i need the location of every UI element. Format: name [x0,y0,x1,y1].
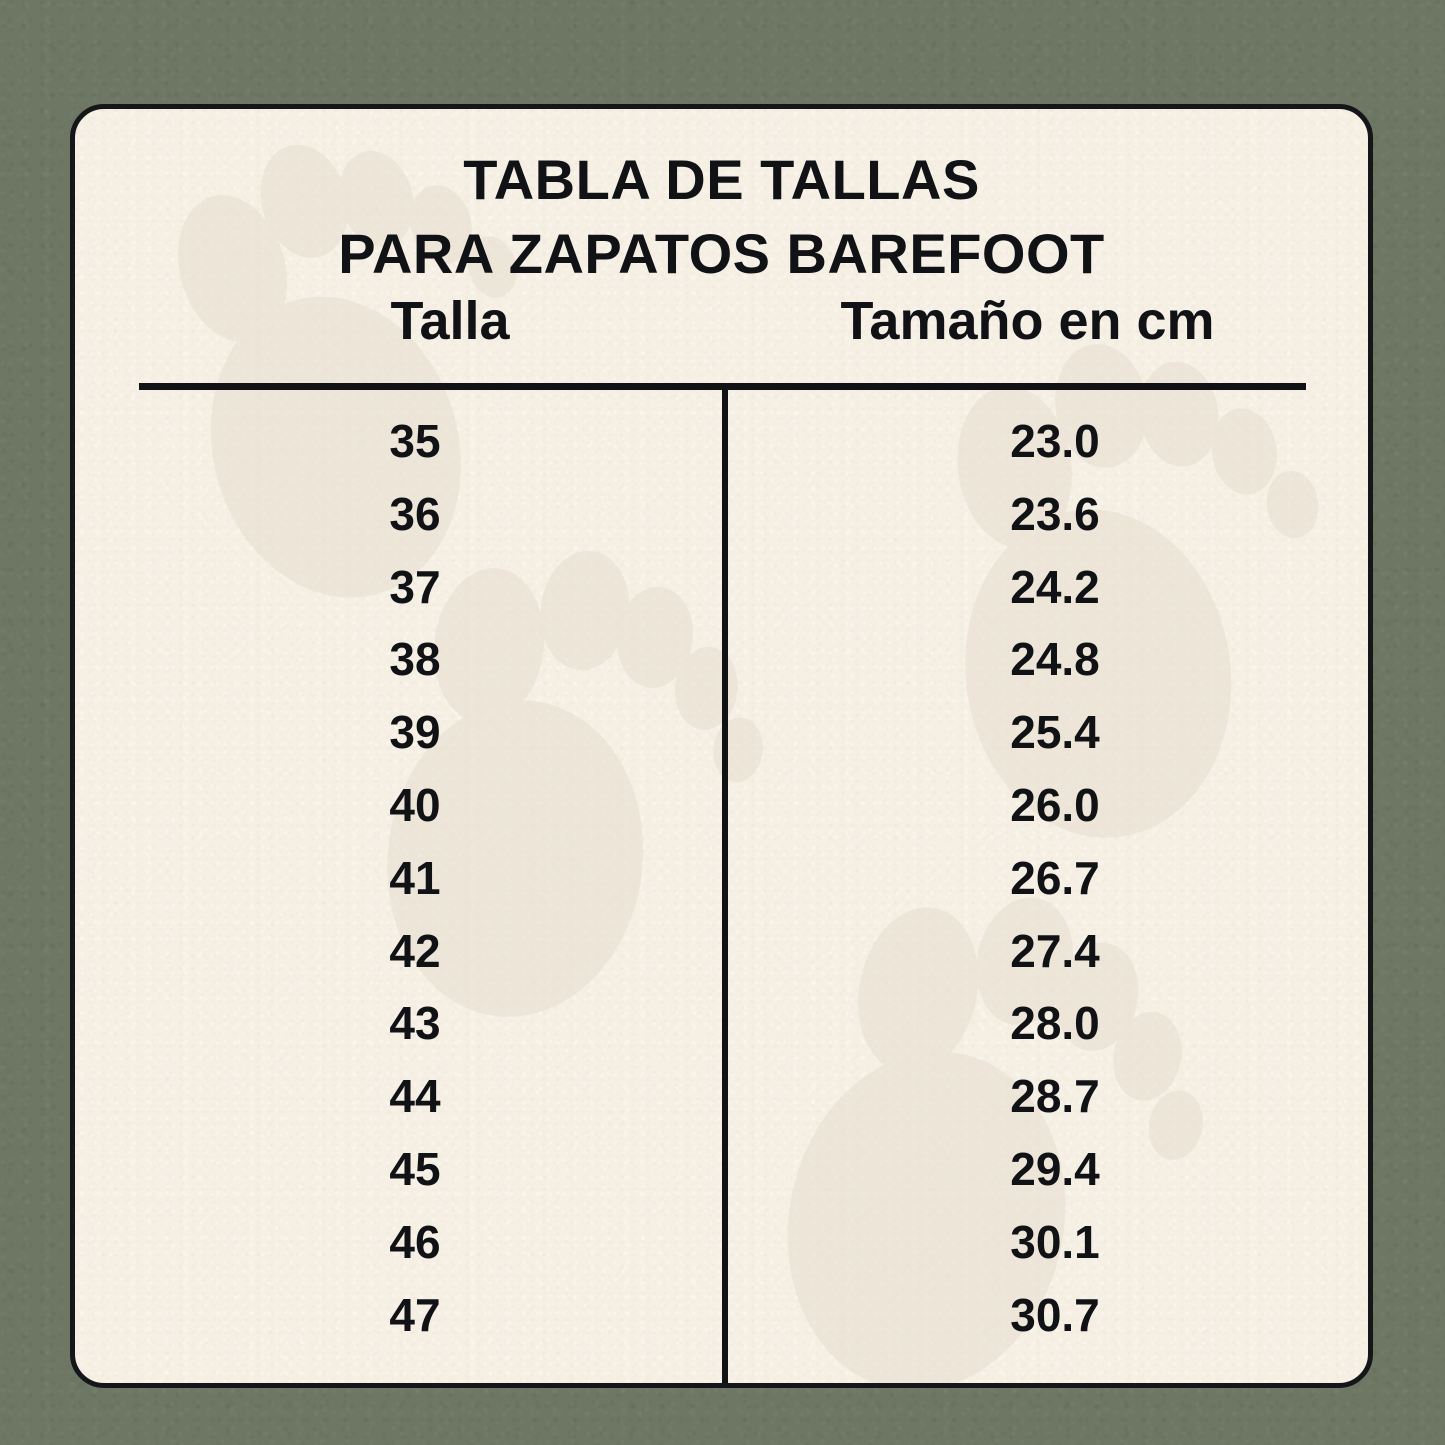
cell-cm: 23.6 [1010,487,1100,540]
cell-size: 36 [389,487,441,540]
cell-size: 45 [389,1142,441,1195]
table-row: 44 28.7 [75,1060,1368,1133]
cell-size: 39 [389,706,441,759]
cell-cm: 24.8 [1010,633,1100,686]
table-row: 42 27.4 [75,915,1368,988]
cell-cm: 28.0 [1010,997,1100,1050]
title-line-2: PARA ZAPATOS BAREFOOT [338,222,1105,285]
cell-size: 35 [389,415,441,467]
cell-cm: 26.7 [1010,851,1100,904]
cell-size: 47 [389,1288,441,1341]
column-header-cm: Tamaño en cm [840,291,1215,351]
cell-cm: 28.7 [1010,1070,1100,1123]
cell-cm: 24.2 [1010,560,1100,613]
table-row: 35 23.0 [75,405,1368,478]
table-row: 40 26.0 [75,769,1368,842]
cell-cm: 26.0 [1010,778,1100,831]
table-row: 37 24.2 [75,551,1368,624]
cell-size: 41 [389,851,441,904]
column-header-size: Talla [390,291,510,351]
column-divider [722,390,728,1383]
table-row: 46 30.1 [75,1206,1368,1279]
cell-size: 44 [389,1070,441,1123]
table-row: 47 30.7 [75,1279,1368,1352]
cell-cm: 25.4 [1010,706,1100,759]
card-content: TABLA DE TALLAS PARA ZAPATOS BAREFOOT Ta… [75,109,1368,1383]
table-row: 36 23.6 [75,478,1368,551]
size-chart-card: TABLA DE TALLAS PARA ZAPATOS BAREFOOT Ta… [70,104,1373,1388]
title-line-1: TABLA DE TALLAS [463,148,980,211]
cell-cm: 27.4 [1010,924,1100,977]
cell-size: 40 [389,778,441,831]
cell-size: 37 [389,560,441,613]
table-row: 39 25.4 [75,696,1368,769]
chart-title: TABLA DE TALLAS PARA ZAPATOS BAREFOOT [75,143,1368,291]
table-row: 43 28.0 [75,987,1368,1060]
cell-size: 38 [389,633,441,686]
table-row: 45 29.4 [75,1133,1368,1206]
cell-cm: 29.4 [1010,1142,1100,1195]
cell-cm: 30.7 [1010,1288,1100,1341]
cell-size: 46 [389,1215,441,1268]
cell-size: 42 [389,924,441,977]
table-row: 41 26.7 [75,842,1368,915]
cell-cm: 23.0 [1010,415,1100,467]
size-table-rows: 35 23.0 36 23.6 37 24.2 38 24.8 39 25.4 … [75,405,1368,1351]
cell-cm: 30.1 [1010,1215,1100,1268]
header-rule [139,383,1306,390]
cell-size: 43 [389,997,441,1050]
table-row: 38 24.8 [75,623,1368,696]
